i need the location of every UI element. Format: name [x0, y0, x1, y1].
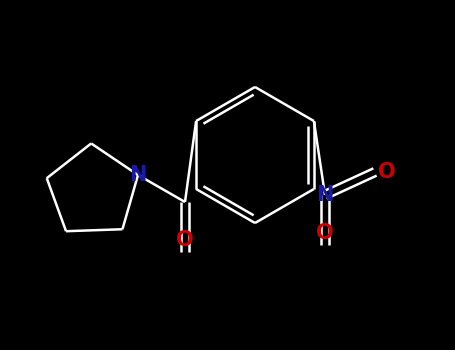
Text: O: O [316, 223, 334, 243]
Text: O: O [378, 162, 396, 182]
Text: N: N [129, 165, 147, 185]
Text: O: O [176, 230, 194, 250]
Text: N: N [316, 185, 334, 205]
